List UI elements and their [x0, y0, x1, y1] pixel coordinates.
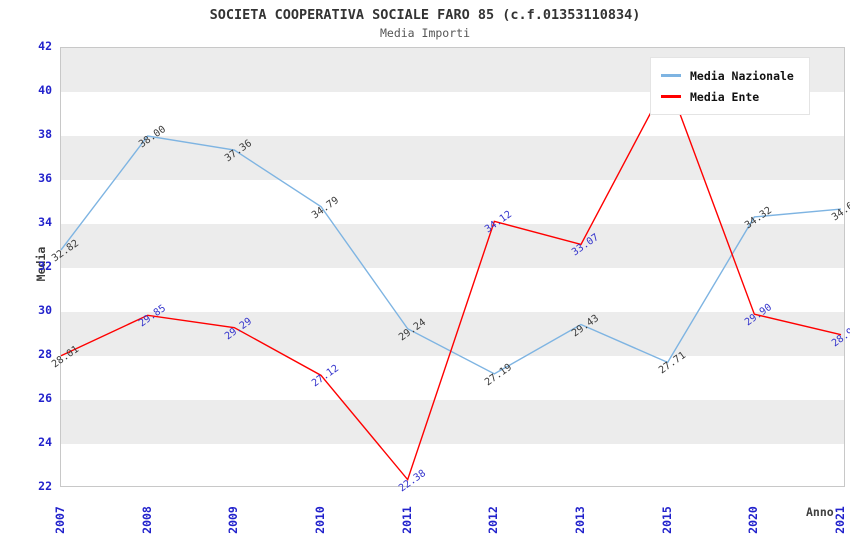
- legend-label-media-nazionale: Media Nazionale: [690, 68, 794, 83]
- plot-area: 32.82 38.00 37.36 34.79 29.24 27.19 29.43 27.71…: [50, 47, 850, 494]
- y-tick-label: 28: [38, 347, 52, 361]
- y-tick-label: 26: [38, 391, 52, 405]
- x-tick-label: 2008: [139, 506, 154, 534]
- x-tick-label: 2007: [53, 506, 67, 534]
- x-tick-label: 2011: [399, 506, 414, 534]
- line-chart-canvas: [60, 79, 842, 482]
- x-tick-label: 2015: [659, 506, 674, 534]
- x-tick-label: 2020: [746, 506, 761, 534]
- y-tick-label: 24: [38, 435, 52, 449]
- x-axis-title: Anno: [806, 505, 834, 519]
- series-line-media-nazionale: [60, 135, 842, 375]
- legend-item-media-nazionale: Media Nazionale: [661, 65, 799, 86]
- y-tick-label: 32: [38, 259, 52, 273]
- legend-label-media-ente: Media Ente: [690, 89, 760, 104]
- legend: Media Nazionale Media Ente: [650, 57, 810, 115]
- y-tick-label: 30: [38, 303, 52, 317]
- chart-title: SOCIETA COOPERATIVA SOCIALE FARO 85 (c.f…: [209, 7, 641, 23]
- x-tick-label: 2012: [486, 506, 501, 534]
- series-line-media-ente: [60, 79, 842, 482]
- y-tick-label: 40: [38, 83, 52, 97]
- media-nazionale-line-swatch-icon: [661, 74, 681, 77]
- x-tick-label: 2013: [573, 506, 587, 534]
- legend-item-media-ente: Media Ente: [661, 86, 799, 107]
- y-tick-label: 38: [38, 127, 52, 141]
- y-tick-label: 22: [38, 479, 52, 493]
- x-tick-label: 2010: [313, 506, 327, 534]
- y-tick-label: 36: [38, 171, 52, 185]
- y-tick-label: 42: [38, 39, 52, 53]
- x-tick-label: 2021: [833, 506, 847, 534]
- y-tick-label: 34: [38, 215, 52, 229]
- x-tick-label: 2009: [226, 506, 241, 534]
- media-ente-line-swatch-icon: [661, 95, 681, 98]
- chart-subtitle: Media Importi: [379, 26, 470, 40]
